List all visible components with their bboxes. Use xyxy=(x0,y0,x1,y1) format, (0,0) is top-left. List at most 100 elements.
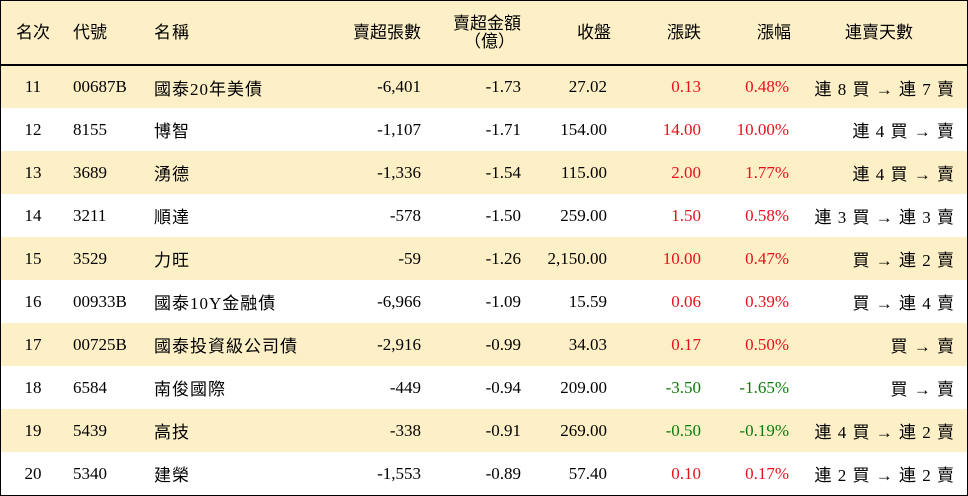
net-sell-amount-cell: -1.09 xyxy=(485,291,521,311)
code-cell: 00687B xyxy=(73,77,127,96)
net-sell-lots-cell: -6,966 xyxy=(377,291,421,311)
name-cell: 國泰投資級公司債 xyxy=(154,337,298,356)
change-cell: -0.50 xyxy=(665,420,701,440)
change-pct-cell: -0.19% xyxy=(739,420,789,440)
table-row: 18 6584 南俊國際 -449 -0.94 209.00 -3.50 -1.65% 買 → … xyxy=(1,366,967,409)
name-cell: 國泰20年美債 xyxy=(154,79,263,99)
rank-cell: 14 xyxy=(24,205,42,225)
table-row: 12 8155 博智 -1,107 -1.71 154.00 14.00 10.00% 連 4 … xyxy=(1,108,967,151)
rank-cell: 16 xyxy=(24,291,42,311)
name-cell: 博智 xyxy=(154,122,190,141)
streak-cell: 連 2 買 → 連 2 賣 xyxy=(814,466,955,485)
streak-cell: 連 4 買 → 賣 xyxy=(852,165,955,184)
col-header-streak: 連賣天數 xyxy=(845,22,913,42)
net-sell-amount-cell: -0.91 xyxy=(485,420,521,440)
table-row: 16 00933B 國泰10Y金融債 -6,966 -1.09 15.59 0.06 0.39… xyxy=(1,280,967,323)
streak-cell: 連 4 買 → 連 2 賣 xyxy=(814,423,955,442)
code-cell: 5439 xyxy=(73,420,107,440)
close-price-cell: 259.00 xyxy=(560,205,607,225)
change-cell: 0.10 xyxy=(671,463,701,483)
code-cell: 6584 xyxy=(73,377,107,397)
net-sell-lots-cell: -2,916 xyxy=(377,334,421,354)
code-cell: 8155 xyxy=(73,119,107,139)
col-header-close: 收盤 xyxy=(577,22,611,42)
name-cell: 建榮 xyxy=(154,466,190,485)
table-row: 13 3689 湧德 -1,336 -1.54 115.00 2.00 1.77% 連 4 買 … xyxy=(1,151,967,194)
change-cell: 10.00 xyxy=(662,248,701,268)
change-cell: 0.06 xyxy=(671,291,701,311)
change-pct-cell: 0.17% xyxy=(745,463,789,483)
name-cell: 南俊國際 xyxy=(154,380,226,399)
close-price-cell: 27.02 xyxy=(568,77,607,96)
name-cell: 高技 xyxy=(154,423,190,442)
streak-cell: 買 → 賣 xyxy=(890,337,955,356)
table-row: 15 3529 力旺 -59 -1.26 2,150.00 10.00 0.47% 買 → 連 … xyxy=(1,237,967,280)
net-sell-lots-cell: -1,107 xyxy=(377,119,421,139)
net-sell-lots-cell: -449 xyxy=(389,377,421,397)
rank-cell: 11 xyxy=(24,77,42,96)
close-price-cell: 15.59 xyxy=(568,291,607,311)
streak-cell: 連 3 買 → 連 3 賣 xyxy=(814,208,955,227)
change-pct-cell: 1.77% xyxy=(745,162,789,182)
net-sell-amount-cell: -1.73 xyxy=(485,77,521,96)
streak-cell: 買 → 連 2 賣 xyxy=(852,251,955,270)
change-pct-cell: 0.58% xyxy=(745,205,789,225)
name-cell: 湧德 xyxy=(154,165,190,184)
col-header-rank: 名次 xyxy=(16,22,50,42)
code-cell: 3529 xyxy=(73,248,107,268)
close-price-cell: 57.40 xyxy=(568,463,607,483)
net-sell-amount-cell: -0.89 xyxy=(485,463,521,483)
streak-cell: 連 8 買 → 連 7 賣 xyxy=(814,79,955,99)
net-sell-amount-cell: -0.99 xyxy=(485,334,521,354)
rank-cell: 12 xyxy=(24,119,42,139)
rank-cell: 19 xyxy=(24,420,42,440)
col-header-net-sell-amount: 賣超金額 （億） xyxy=(421,1,521,65)
change-pct-cell: 10.00% xyxy=(736,119,789,139)
change-pct-cell: 0.48% xyxy=(745,77,789,96)
close-price-cell: 209.00 xyxy=(560,377,607,397)
net-sell-amount-cell: -1.54 xyxy=(485,162,521,182)
rank-cell: 15 xyxy=(24,248,42,268)
col-header-net-sell-lots: 賣超張數 xyxy=(353,22,421,42)
change-cell: 0.13 xyxy=(671,77,701,96)
col-header-change-pct: 漲幅 xyxy=(757,22,791,42)
col-header-name: 名稱 xyxy=(154,22,190,42)
close-price-cell: 269.00 xyxy=(560,420,607,440)
net-sell-amount-cell: -1.26 xyxy=(485,248,521,268)
net-sell-amount-cell: -0.94 xyxy=(485,377,521,397)
change-cell: 2.00 xyxy=(671,162,701,182)
header-row: 名次 代號 名稱 賣超張數 賣超金額 （億） 收盤 漲跌 漲幅 連賣天數 xyxy=(1,1,967,65)
net-sell-amount-cell: -1.71 xyxy=(485,119,521,139)
code-cell: 3689 xyxy=(73,162,107,182)
col-header-net-sell-amount-line1: 賣超金額 xyxy=(453,13,521,33)
net-sell-lots-cell: -1,553 xyxy=(377,463,421,483)
table-row: 11 00687B 國泰20年美債 -6,401 -1.73 27.02 0.13 0.48%… xyxy=(1,65,967,108)
name-cell: 順達 xyxy=(154,208,190,227)
name-cell: 國泰10Y金融債 xyxy=(154,294,277,313)
net-sell-lots-cell: -578 xyxy=(389,205,421,225)
change-pct-cell: 0.47% xyxy=(745,248,789,268)
streak-cell: 連 4 買 → 賣 xyxy=(852,122,955,141)
net-sell-lots-cell: -338 xyxy=(389,420,421,440)
change-cell: 14.00 xyxy=(662,119,701,139)
name-cell: 力旺 xyxy=(154,251,190,270)
col-header-net-sell-amount-line2: （億） xyxy=(464,31,515,51)
close-price-cell: 115.00 xyxy=(560,162,607,182)
net-sell-lots-cell: -6,401 xyxy=(377,77,421,96)
change-cell: 0.17 xyxy=(671,334,701,354)
close-price-cell: 2,150.00 xyxy=(547,248,608,268)
net-sell-amount-cell: -1.50 xyxy=(485,205,521,225)
net-sell-lots-cell: -1,336 xyxy=(377,162,421,182)
code-cell: 3211 xyxy=(73,205,107,225)
streak-cell: 買 → 賣 xyxy=(890,380,955,399)
change-cell: 1.50 xyxy=(671,205,701,225)
table-row: 14 3211 順達 -578 -1.50 259.00 1.50 0.58% 連 3 買 → … xyxy=(1,194,967,237)
table-row: 17 00725B 國泰投資級公司債 -2,916 -0.99 34.03 0.17 0.50… xyxy=(1,323,967,366)
table-body: 11 00687B 國泰20年美債 -6,401 -1.73 27.02 0.13 0.48%… xyxy=(1,65,967,495)
streak-cell: 買 → 連 4 賣 xyxy=(852,294,955,313)
close-price-cell: 154.00 xyxy=(560,119,607,139)
code-cell: 5340 xyxy=(73,463,107,483)
net-sell-lots-cell: -59 xyxy=(398,248,421,268)
